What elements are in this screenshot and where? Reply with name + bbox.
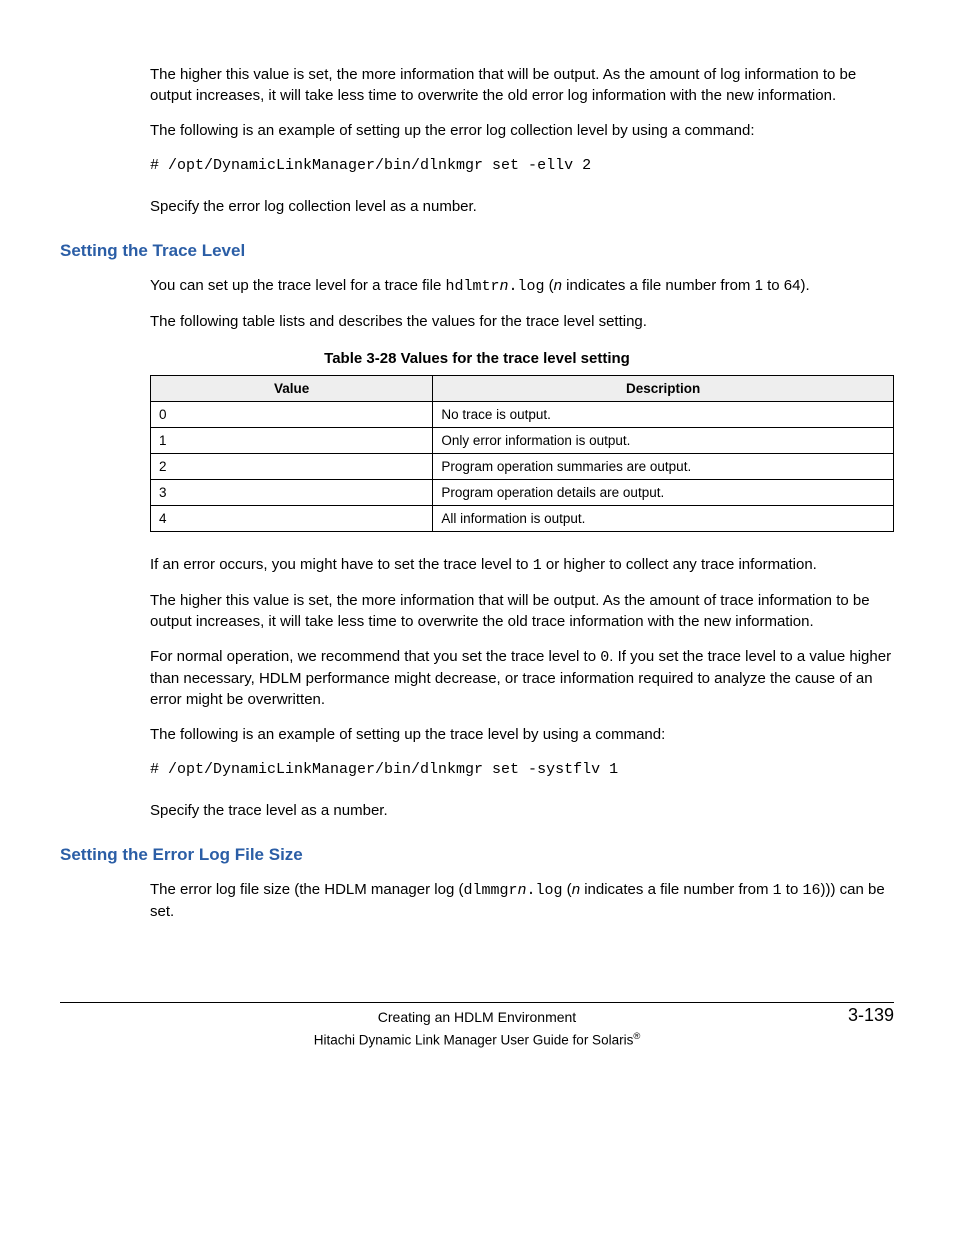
text: indicates a file number from 1 to 64). <box>562 277 810 294</box>
section-heading-error-log-size: Setting the Error Log File Size <box>60 845 894 865</box>
paragraph: You can set up the trace level for a tra… <box>150 275 894 297</box>
table-cell: Program operation summaries are output. <box>433 454 894 480</box>
table-cell: Only error information is output. <box>433 428 894 454</box>
page-number: 3-139 <box>848 1005 894 1026</box>
code-example: # /opt/DynamicLinkManager/bin/dlnkmgr se… <box>150 155 894 176</box>
text: If an error occurs, you might have to se… <box>150 556 533 573</box>
italic-text: n <box>554 277 562 294</box>
code-inline: 1 <box>773 882 782 899</box>
paragraph: Specify the trace level as a number. <box>150 800 894 821</box>
table-header: Value <box>151 376 433 402</box>
paragraph: The following is an example of setting u… <box>150 120 894 141</box>
page-footer: Creating an HDLM Environment 3-139 Hitac… <box>60 1002 894 1048</box>
table-cell: 3 <box>151 480 433 506</box>
table-row: 3 Program operation details are output. <box>151 480 894 506</box>
table-cell: 0 <box>151 402 433 428</box>
paragraph: The higher this value is set, the more i… <box>150 590 894 632</box>
table-caption: Table 3-28 Values for the trace level se… <box>60 350 894 367</box>
table-row: 1 Only error information is output. <box>151 428 894 454</box>
table-cell: No trace is output. <box>433 402 894 428</box>
table-cell: All information is output. <box>433 506 894 532</box>
table-header: Description <box>433 376 894 402</box>
registered-mark: ® <box>633 1031 640 1042</box>
text: ( <box>545 277 554 294</box>
code-inline-italic: n <box>517 882 526 899</box>
code-inline: .log <box>508 278 544 295</box>
text: ( <box>563 881 572 898</box>
code-inline: 1 <box>533 557 542 574</box>
table-cell: 2 <box>151 454 433 480</box>
paragraph: For normal operation, we recommend that … <box>150 646 894 710</box>
section-heading-trace-level: Setting the Trace Level <box>60 241 894 261</box>
paragraph: The error log file size (the HDLM manage… <box>150 879 894 922</box>
paragraph: The following table lists and describes … <box>150 311 894 332</box>
code-inline: 16 <box>803 882 821 899</box>
paragraph: The following is an example of setting u… <box>150 724 894 745</box>
table-row: 0 No trace is output. <box>151 402 894 428</box>
text: to <box>782 881 803 898</box>
paragraph: The higher this value is set, the more i… <box>150 64 894 106</box>
table-header-row: Value Description <box>151 376 894 402</box>
paragraph: If an error occurs, you might have to se… <box>150 554 894 576</box>
trace-level-table: Value Description 0 No trace is output. … <box>150 375 894 532</box>
table-row: 4 All information is output. <box>151 506 894 532</box>
code-inline: .log <box>527 882 563 899</box>
text: indicates a file number from <box>580 881 773 898</box>
code-inline: dlmmgr <box>463 882 517 899</box>
book-title: Hitachi Dynamic Link Manager User Guide … <box>314 1033 634 1048</box>
table-cell: 4 <box>151 506 433 532</box>
italic-text: n <box>572 881 580 898</box>
text: You can set up the trace level for a tra… <box>150 277 445 294</box>
text: or higher to collect any trace informati… <box>542 556 817 573</box>
footer-book-title: Hitachi Dynamic Link Manager User Guide … <box>60 1029 894 1048</box>
text: The error log file size (the HDLM manage… <box>150 881 463 898</box>
code-inline: hdlmtr <box>445 278 499 295</box>
paragraph: Specify the error log collection level a… <box>150 196 894 217</box>
table-cell: Program operation details are output. <box>433 480 894 506</box>
text: For normal operation, we recommend that … <box>150 648 600 665</box>
table-cell: 1 <box>151 428 433 454</box>
footer-top-row: Creating an HDLM Environment 3-139 <box>60 1009 894 1029</box>
footer-chapter: Creating an HDLM Environment <box>378 1009 576 1025</box>
code-example: # /opt/DynamicLinkManager/bin/dlnkmgr se… <box>150 759 894 780</box>
code-inline: 0 <box>600 649 609 666</box>
document-page: The higher this value is set, the more i… <box>0 0 954 1088</box>
table-row: 2 Program operation summaries are output… <box>151 454 894 480</box>
